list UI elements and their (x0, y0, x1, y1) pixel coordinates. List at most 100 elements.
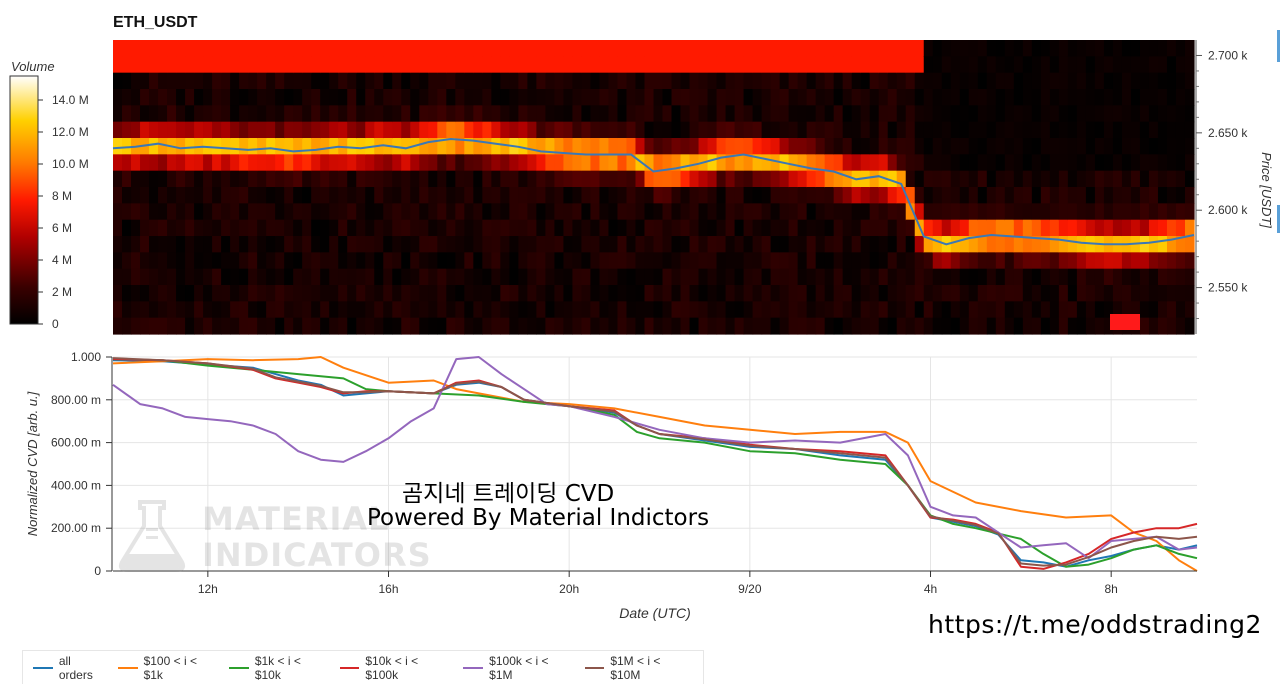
heatmap-cell (779, 252, 790, 270)
heatmap-cell (410, 236, 420, 253)
heatmap-cell (995, 170, 1006, 188)
heatmap-cell (266, 105, 276, 123)
heatmap-cell (923, 203, 934, 221)
heatmap-cell (1085, 236, 1096, 253)
heatmap-cell (797, 72, 808, 90)
heatmap-cell (437, 72, 447, 90)
heatmap-cell (941, 72, 952, 90)
heatmap-cell (941, 203, 952, 221)
heatmap-cell (248, 268, 258, 286)
heatmap-cell (320, 187, 330, 204)
legend-item[interactable]: $100 < i < $1k (117, 654, 219, 682)
heatmap-cell (365, 252, 375, 270)
heatmap-cell (266, 138, 276, 155)
heatmap-cell (896, 219, 907, 237)
cvd-legend: all orders $100 < i < $1k $1k < i < $10k $1… (22, 650, 704, 684)
heatmap-cell (473, 105, 483, 123)
heatmap-cell (275, 268, 285, 286)
cvd-y-tick-label: 1.000 (71, 350, 101, 364)
heatmap-cell (590, 170, 601, 188)
heatmap-cell (860, 317, 871, 335)
heatmap-cell (1175, 154, 1186, 172)
heatmap-cell (392, 285, 402, 302)
heatmap-cell (329, 301, 339, 319)
legend-item[interactable]: $10k < i < $100k (339, 654, 454, 682)
heatmap-cell (428, 105, 438, 123)
heatmap-cell (302, 105, 312, 123)
heatmap-cell (122, 56, 132, 74)
heatmap-cell (752, 285, 763, 302)
legend-item[interactable]: all orders (33, 654, 108, 682)
heatmap-cell (473, 301, 483, 319)
heatmap-cell (716, 72, 727, 90)
heatmap-cell (221, 105, 231, 123)
heatmap-cell (230, 138, 240, 155)
heatmap-cell (1148, 285, 1159, 302)
heatmap-cell (131, 203, 141, 221)
heatmap-cell (986, 138, 997, 155)
heatmap-cell (932, 121, 943, 139)
heatmap-cell (896, 154, 907, 172)
heatmap-cell (248, 56, 258, 74)
heatmap-cell (644, 89, 655, 106)
heatmap-cell (257, 56, 267, 74)
heatmap-cell (635, 72, 646, 90)
heatmap-cell (518, 236, 528, 253)
heatmap-cell (860, 105, 871, 123)
heatmap-cell (797, 89, 808, 106)
heatmap-cell (500, 154, 510, 172)
heatmap-cell (716, 317, 727, 335)
heatmap-cell (302, 170, 312, 188)
heatmap-cell (626, 170, 637, 188)
heatmap-cell (995, 301, 1006, 319)
heatmap-cell (257, 105, 267, 123)
heatmap-cell (419, 252, 429, 270)
heatmap-cell (1148, 105, 1159, 123)
heatmap-cell (266, 252, 276, 270)
heatmap-cell (302, 154, 312, 172)
legend-item[interactable]: $100k < i < $1M (463, 654, 574, 682)
heatmap-cell (374, 40, 384, 57)
heatmap-cell (824, 301, 835, 319)
heatmap-cell (464, 219, 474, 237)
heatmap-cell (284, 105, 294, 123)
heatmap-cell (266, 268, 276, 286)
heatmap-cell (671, 219, 682, 237)
heatmap-cell (212, 89, 222, 106)
heatmap-cell (743, 121, 754, 139)
heatmap-cell (1175, 40, 1186, 57)
heatmap-cell (707, 56, 718, 74)
heatmap-cell (1166, 121, 1177, 139)
heatmap-cell (968, 317, 979, 335)
heatmap-cell (986, 301, 997, 319)
heatmap-cell (1004, 121, 1015, 139)
heatmap-cell (662, 268, 673, 286)
heatmap-cell (644, 138, 655, 155)
heatmap-cell (707, 301, 718, 319)
heatmap-cell (1175, 252, 1186, 270)
heatmap-cell (212, 56, 222, 74)
legend-item[interactable]: $1M < i < $10M (584, 654, 694, 682)
telegram-link[interactable]: https://t.me/oddstrading2 (928, 610, 1262, 639)
legend-item[interactable]: $1k < i < $10k (228, 654, 330, 682)
heatmap-cell (914, 40, 925, 57)
heatmap-cell (779, 121, 790, 139)
heatmap-cell (338, 105, 348, 123)
heatmap-cell (158, 154, 168, 172)
heatmap-cell (230, 285, 240, 302)
heatmap-cell (1148, 56, 1159, 74)
heatmap-cell (788, 317, 799, 335)
heatmap-cell (851, 285, 862, 302)
heatmap-cell (311, 219, 321, 237)
heatmap-cell (1049, 203, 1060, 221)
heatmap-cell (554, 89, 565, 106)
price-line (112, 137, 1195, 246)
heatmap-cell (860, 56, 871, 74)
heatmap-cell (581, 121, 592, 139)
heatmap-cell (626, 301, 637, 319)
heatmap-cell (689, 252, 700, 270)
heatmap-cell (536, 56, 546, 74)
heatmap-cell (113, 56, 123, 74)
heatmap-cell (1013, 317, 1024, 335)
heatmap-cell (392, 121, 402, 139)
